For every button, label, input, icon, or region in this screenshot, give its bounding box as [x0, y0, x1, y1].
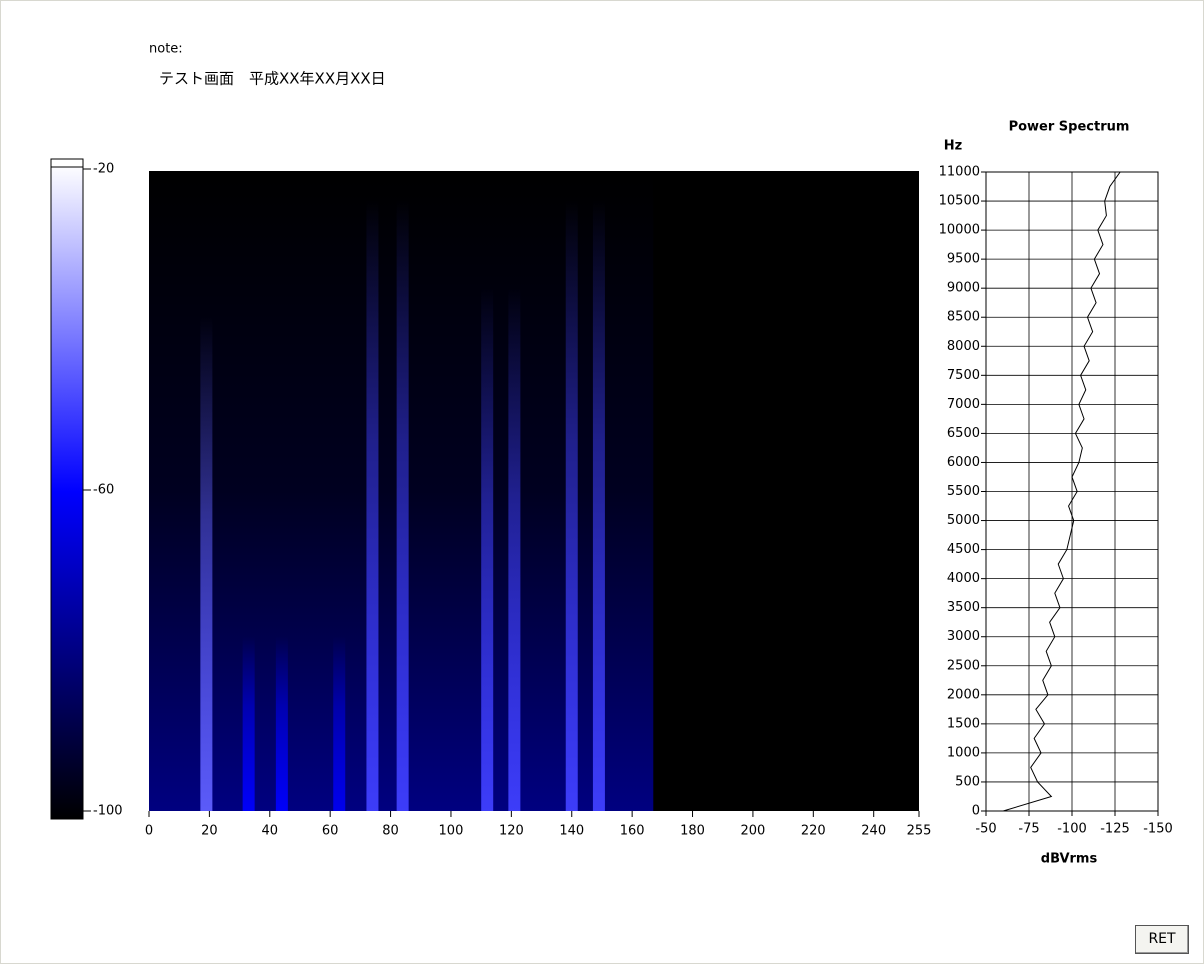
x-tick-label: 20 [201, 824, 218, 839]
colorbar [50, 163, 84, 820]
y-tick-label: 2000 [947, 687, 980, 702]
y-tick-label: 2500 [947, 658, 980, 673]
y-tick-label: 500 [955, 774, 980, 789]
y-tick-label: 1500 [947, 716, 980, 731]
stripe [396, 200, 409, 811]
y-tick-label: -60 [93, 483, 114, 498]
colorbar-cap [50, 158, 84, 168]
stripe [333, 636, 346, 811]
y-tick-label: 10500 [939, 194, 980, 209]
spectrum-line [1003, 171, 1121, 812]
x-tick-label: -75 [1018, 822, 1039, 837]
y-tick-label: 1000 [947, 745, 980, 760]
stripe [565, 200, 578, 811]
stripe [508, 287, 521, 811]
x-tick-label: 220 [801, 824, 826, 839]
x-tick-label: -100 [1057, 822, 1087, 837]
x-tick-label: -150 [1143, 822, 1173, 837]
stripe [366, 200, 379, 811]
y-tick-label: 4500 [947, 542, 980, 557]
ret-button[interactable]: RET [1135, 925, 1189, 954]
stripe [200, 316, 213, 811]
x-tick-label: 200 [741, 824, 766, 839]
y-tick-label: 7500 [947, 368, 980, 383]
y-tick-label: 3500 [947, 600, 980, 615]
y-tick-label: 0 [972, 804, 980, 819]
y-tick-label: 7000 [947, 397, 980, 412]
x-label: dBVrms [1041, 852, 1098, 867]
y-tick-label: 9000 [947, 281, 980, 296]
x-tick-label: 100 [439, 824, 464, 839]
x-tick-label: 0 [145, 824, 153, 839]
x-tick-label: 140 [559, 824, 584, 839]
y-tick-label: 3000 [947, 629, 980, 644]
stripe [592, 200, 605, 811]
note-label: note: [149, 42, 183, 57]
x-tick-label: -50 [975, 822, 996, 837]
stripe [275, 636, 288, 811]
y-label: Hz [944, 139, 962, 154]
x-tick-label: 60 [322, 824, 339, 839]
y-tick-label: 9500 [947, 252, 980, 267]
y-tick-label: 11000 [939, 165, 980, 180]
spectrum-title: Power Spectrum [1009, 120, 1130, 135]
y-tick-label: -100 [93, 804, 123, 819]
y-tick-label: 10000 [939, 223, 980, 238]
y-tick-label: -20 [93, 162, 114, 177]
y-tick-label: 8500 [947, 310, 980, 325]
x-tick-label: 255 [907, 824, 932, 839]
y-tick-label: 6500 [947, 426, 980, 441]
y-tick-label: 5500 [947, 484, 980, 499]
x-tick-label: 240 [861, 824, 886, 839]
y-tick-label: 6000 [947, 455, 980, 470]
x-tick-label: 120 [499, 824, 524, 839]
stripe [481, 287, 494, 811]
x-tick-label: 180 [680, 824, 705, 839]
stripe [242, 636, 255, 811]
note-text: テスト画面 平成XX年XX月XX日 [159, 70, 386, 88]
x-tick-label: 80 [382, 824, 399, 839]
x-tick-label: 40 [262, 824, 279, 839]
y-tick-label: 4000 [947, 571, 980, 586]
y-tick-label: 5000 [947, 513, 980, 528]
x-tick-label: -125 [1100, 822, 1130, 837]
x-tick-label: 160 [620, 824, 645, 839]
y-tick-label: 8000 [947, 339, 980, 354]
